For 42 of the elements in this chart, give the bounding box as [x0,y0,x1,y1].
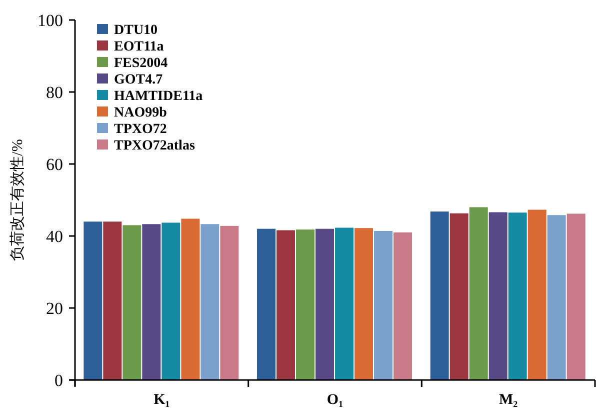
legend-label: DTU10 [114,23,158,38]
legend-label: HAMTIDE11a [114,89,203,104]
y-tick-label: 100 [38,11,63,30]
x-tick-label: K₁ [154,392,170,408]
x-tick-label: O₁ [326,392,344,408]
bar [162,222,180,380]
y-tick-label: 60 [46,155,63,174]
legend-label: EOT11a [114,40,164,54]
legend-label: FES2004 [114,56,168,71]
bar [508,212,527,380]
bar [276,230,295,380]
bar [257,228,276,380]
bar [394,232,412,380]
bar [220,226,239,380]
bar [430,212,449,380]
bar [547,215,566,380]
bar [469,207,488,380]
bar [354,228,373,380]
y-tick-label: 20 [46,299,63,318]
bar [103,222,122,380]
bar [316,228,334,380]
y-axis-title: 负荷改正有效性/% [9,139,26,261]
bar [122,225,142,380]
bar [374,230,392,380]
y-tick-label: 40 [46,227,63,246]
bar [181,218,200,380]
bar [450,213,468,380]
bar [488,212,508,380]
x-tick-label: M₂ [499,392,518,408]
y-tick-label: 0 [54,371,63,390]
bar [84,222,102,380]
bar [335,228,354,380]
y-tick-label: 80 [46,83,63,102]
bar [528,210,546,380]
bar [142,224,161,380]
bar [200,224,220,380]
legend-label: NAO99b [114,106,168,120]
legend-label: GOT4.7 [114,72,163,88]
legend-label: TPXO72 [114,122,167,137]
bar [566,214,586,380]
bar [296,230,314,380]
legend-label: TPXO72atlas [114,138,196,154]
